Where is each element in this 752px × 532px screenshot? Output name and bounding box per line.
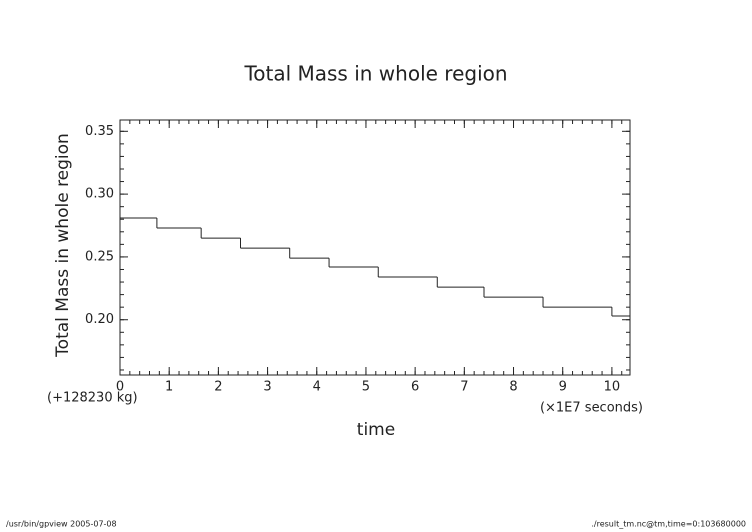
y-tick-label: 0.35 — [85, 124, 114, 139]
x-unit-label: (×1E7 seconds) — [540, 401, 643, 416]
y-tick-label: 0.25 — [85, 249, 114, 264]
footer-left: /usr/bin/gpview 2005-07-08 — [6, 520, 117, 529]
x-tick-label: 10 — [604, 380, 621, 395]
footer-right: ./result_tm.nc@tm,time=0:103680000 — [591, 520, 746, 529]
x-tick-label: 9 — [559, 380, 567, 395]
x-tick-label: 4 — [313, 380, 321, 395]
x-tick-label: 0 — [116, 380, 124, 395]
x-tick-label: 2 — [214, 380, 222, 395]
plot-frame — [119, 119, 631, 376]
y-tick-label: 0.20 — [85, 312, 114, 327]
x-tick-label: 3 — [263, 380, 271, 395]
x-tick-label: 7 — [460, 380, 468, 395]
x-axis-label: time — [357, 420, 395, 440]
y-tick-label: 0.30 — [85, 187, 114, 202]
x-tick-label: 8 — [509, 380, 517, 395]
y-offset-label: (+128230 kg) — [47, 391, 138, 406]
x-tick-label: 5 — [362, 380, 370, 395]
chart-title: Total Mass in whole region — [243, 62, 507, 86]
x-tick-label: 6 — [411, 380, 419, 395]
x-tick-label: 1 — [165, 380, 173, 395]
y-axis-label: Total Mass in whole region — [53, 133, 73, 358]
